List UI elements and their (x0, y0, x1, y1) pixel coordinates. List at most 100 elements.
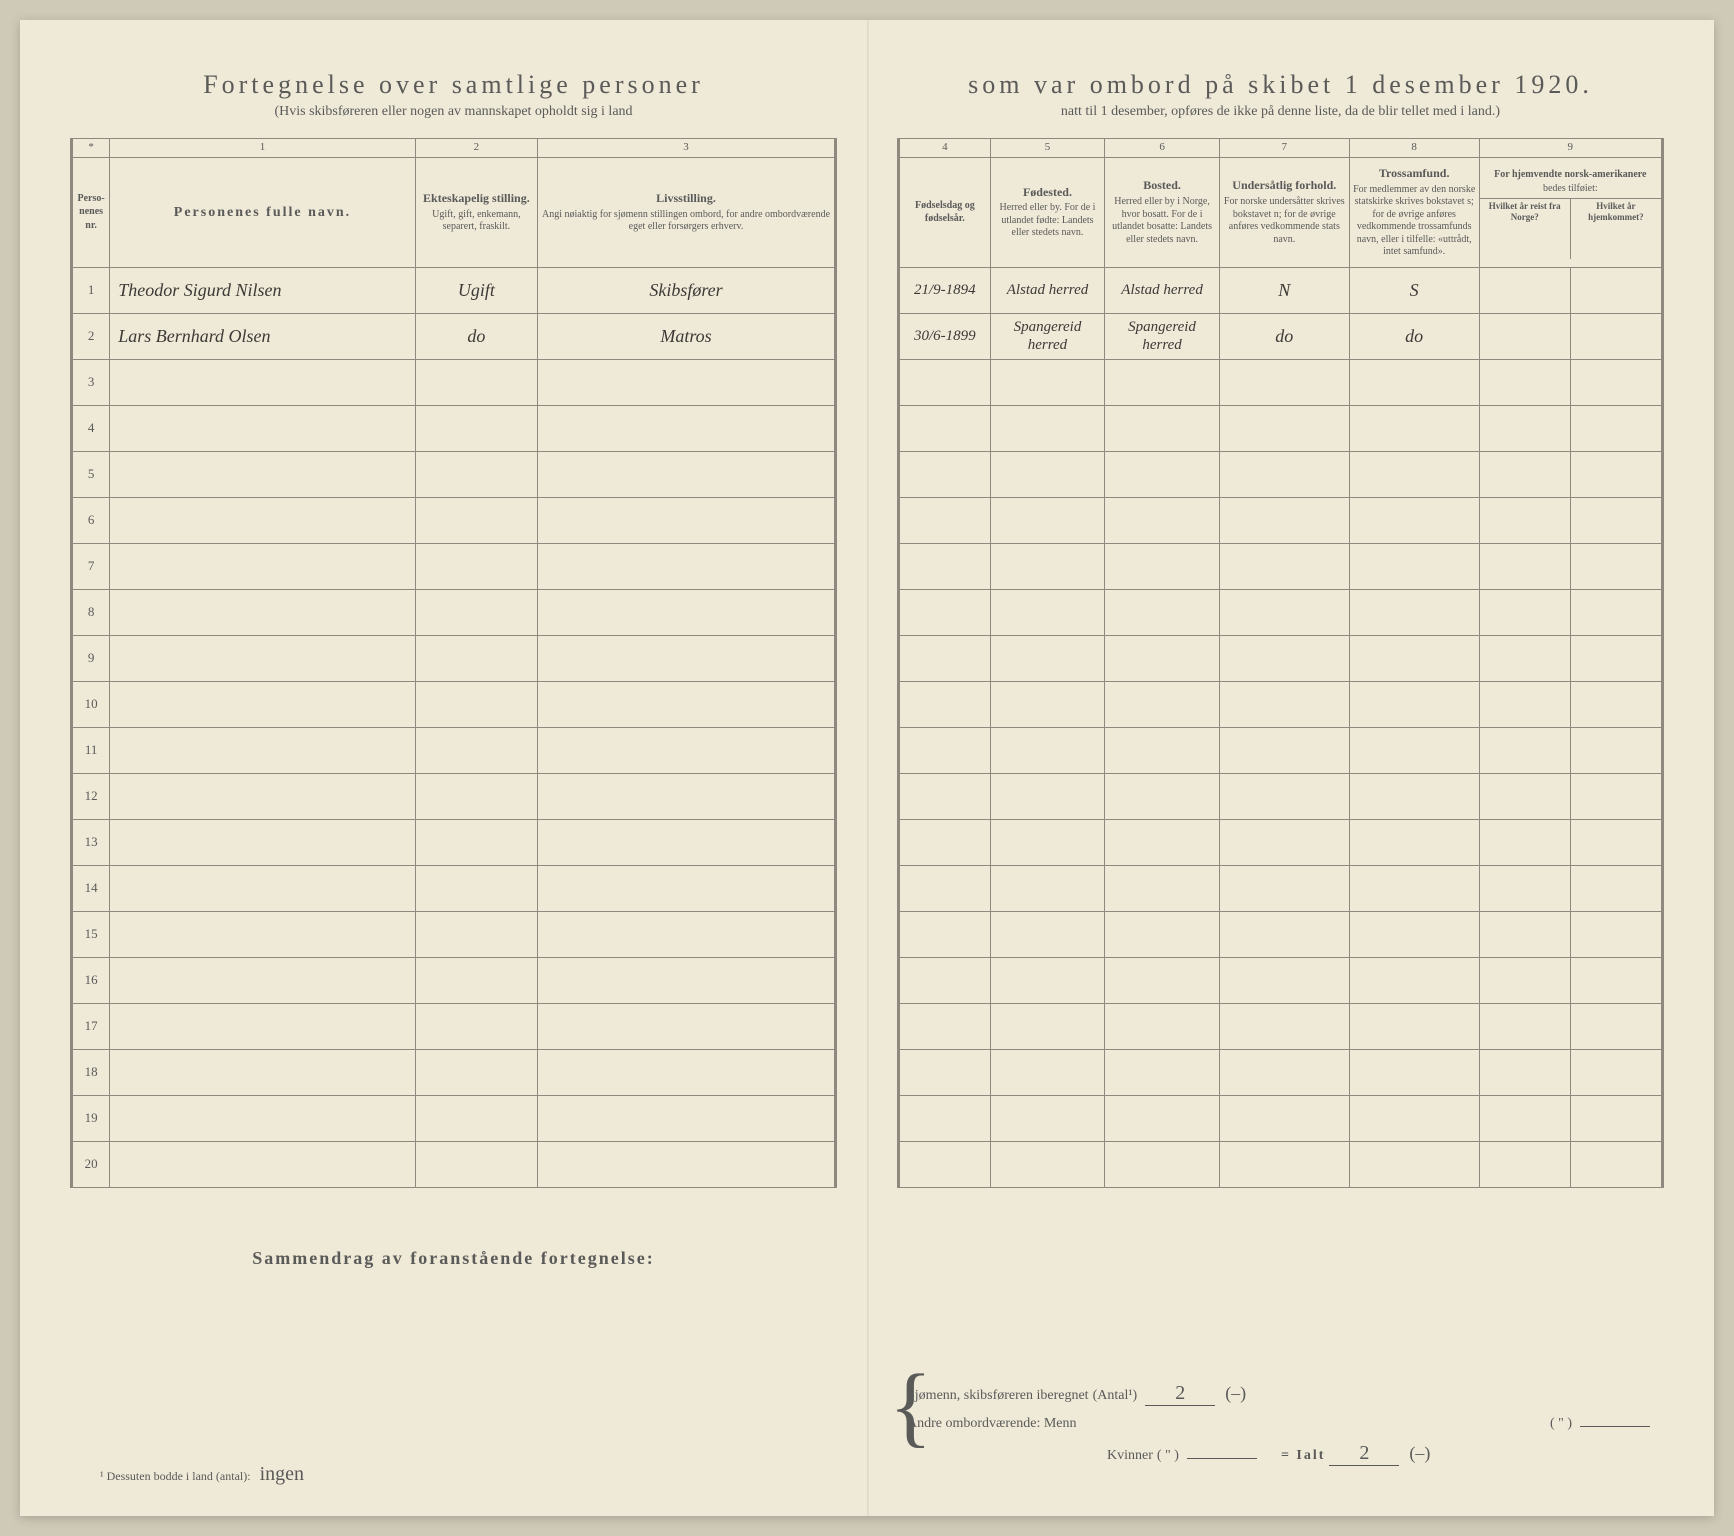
cell-nr: 6 (72, 497, 110, 543)
cell-occupation (538, 1141, 836, 1187)
cell-birthdate: 21/9-1894 (899, 267, 991, 313)
table-row: 1Theodor Sigurd NilsenUgiftSkibsfører (72, 267, 836, 313)
table-row: 6 (72, 497, 836, 543)
cell-marital (415, 359, 537, 405)
header-label: Personenes fulle navn. (174, 205, 351, 220)
cell-birthdate (899, 1049, 991, 1095)
cell-birthplace: Alstad herred (990, 267, 1105, 313)
line-label: Sjømenn, skibsføreren iberegnet (907, 1388, 1089, 1404)
cell-em2 (1571, 589, 1663, 635)
table-row (899, 359, 1663, 405)
cell-em2 (1571, 451, 1663, 497)
header-row: Perso- nenes nr. Personenes fulle navn. … (72, 157, 836, 267)
cell-birthplace (990, 957, 1105, 1003)
cell-birthplace (990, 451, 1105, 497)
cell-em1 (1479, 497, 1571, 543)
cell-nationality (1219, 1049, 1349, 1095)
table-row: 9 (72, 635, 836, 681)
cell-marital (415, 405, 537, 451)
cell-nationality (1219, 681, 1349, 727)
cell-nr: 7 (72, 543, 110, 589)
table-row: 8 (72, 589, 836, 635)
cell-nationality (1219, 589, 1349, 635)
col-num: 2 (415, 139, 537, 158)
cell-nationality (1219, 359, 1349, 405)
cell-em1 (1479, 267, 1571, 313)
cell-name (110, 543, 416, 589)
cell-nationality (1219, 405, 1349, 451)
col-num: * (72, 139, 110, 158)
cell-religion (1349, 405, 1479, 451)
total-value: 2 (1329, 1442, 1399, 1466)
cell-occupation (538, 543, 836, 589)
cell-nr: 17 (72, 1003, 110, 1049)
cell-religion (1349, 911, 1479, 957)
cell-birthplace (990, 773, 1105, 819)
cell-marital (415, 543, 537, 589)
col-number-row: * 1 2 3 (72, 139, 836, 158)
cell-religion (1349, 635, 1479, 681)
cell-em1 (1479, 359, 1571, 405)
header-sub: Ugift, gift, enkemann, separert, fraskil… (419, 209, 534, 234)
cell-em1 (1479, 405, 1571, 451)
cell-religion (1349, 681, 1479, 727)
cell-em2 (1571, 773, 1663, 819)
cell-birthplace: Spangereid herred (990, 313, 1105, 359)
total-label: = Ialt (1281, 1448, 1325, 1464)
cell-residence (1105, 451, 1220, 497)
header-birthdate: Fødselsdag og fødselsår. (899, 157, 991, 267)
cell-em1 (1479, 451, 1571, 497)
cell-nationality (1219, 727, 1349, 773)
cell-birthdate (899, 727, 991, 773)
cell-religion: do (1349, 313, 1479, 359)
cell-marital (415, 1095, 537, 1141)
cell-em2 (1571, 635, 1663, 681)
cell-name: Lars Bernhard Olsen (110, 313, 416, 359)
header-sub: Angi nøiaktig for sjømenn stillingen omb… (541, 209, 831, 234)
table-row: 10 (72, 681, 836, 727)
cell-birthdate (899, 1095, 991, 1141)
cell-birthplace (990, 727, 1105, 773)
cell-em2 (1571, 359, 1663, 405)
col-num: 7 (1219, 139, 1349, 158)
table-row (899, 957, 1663, 1003)
cell-name (110, 1003, 416, 1049)
cell-residence: Spangereid herred (1105, 313, 1220, 359)
table-row: 14 (72, 865, 836, 911)
header-em1: Hvilket år reist fra Norge? (1480, 199, 1571, 259)
cell-birthplace (990, 1049, 1105, 1095)
table-row (899, 543, 1663, 589)
cell-residence (1105, 635, 1220, 681)
header-emigrant: For hjemvendte norsk-amerikanere bedes t… (1479, 157, 1662, 267)
cell-religion (1349, 819, 1479, 865)
table-row: 13 (72, 819, 836, 865)
cell-residence (1105, 1141, 1220, 1187)
table-row (899, 589, 1663, 635)
cell-name (110, 1141, 416, 1187)
cell-nationality (1219, 635, 1349, 681)
cell-residence (1105, 497, 1220, 543)
cell-nationality (1219, 865, 1349, 911)
cell-birthdate (899, 497, 991, 543)
cell-occupation (538, 1049, 836, 1095)
cell-nationality (1219, 1003, 1349, 1049)
cell-residence: Alstad herred (1105, 267, 1220, 313)
cell-nr: 16 (72, 957, 110, 1003)
cell-em2 (1571, 313, 1663, 359)
cell-nr: 2 (72, 313, 110, 359)
cell-residence (1105, 1049, 1220, 1095)
col-num: 8 (1349, 139, 1479, 158)
cell-birthplace (990, 635, 1105, 681)
cell-nr: 10 (72, 681, 110, 727)
cell-em2 (1571, 1003, 1663, 1049)
cell-name (110, 773, 416, 819)
cell-name (110, 1049, 416, 1095)
cell-nr: 18 (72, 1049, 110, 1095)
cell-residence (1105, 957, 1220, 1003)
cell-birthdate (899, 405, 991, 451)
cell-name (110, 911, 416, 957)
title-left: Fortegnelse over samtlige personer (203, 70, 704, 99)
cell-residence (1105, 911, 1220, 957)
header-sub: Herred eller by i Norge, hvor bosatt. Fo… (1108, 196, 1216, 246)
cell-occupation (538, 497, 836, 543)
